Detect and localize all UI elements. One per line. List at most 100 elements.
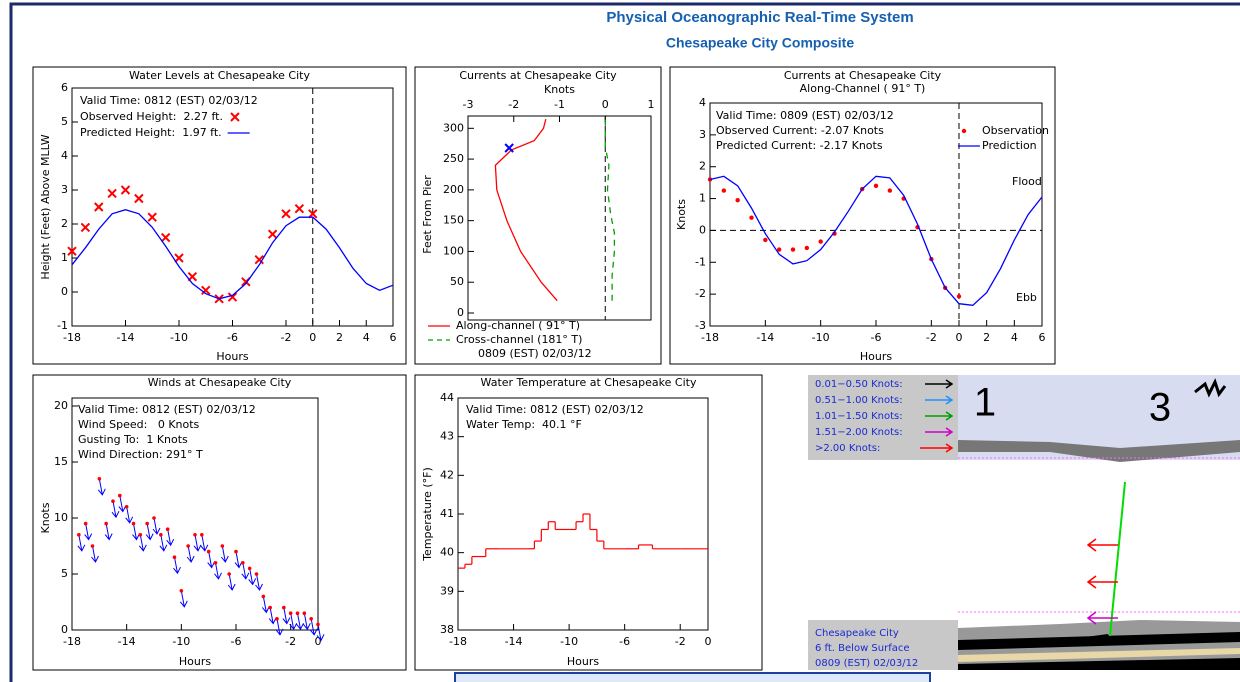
page-title: Physical Oceanographic Real-Time System: [606, 9, 913, 26]
wind-point: [227, 572, 231, 576]
x-tick-label: -3: [463, 98, 474, 111]
wind-point: [309, 617, 313, 621]
station-text: 0809 (EST) 02/03/12: [815, 658, 918, 669]
y-tick-label: 39: [440, 584, 454, 597]
y-tick-label: 0: [457, 306, 464, 319]
wind-point: [316, 623, 320, 627]
flow-panel: 1 3 Chesapeake City 6 ft. Below Surface …: [808, 375, 1240, 670]
y-axis-label: Knots: [39, 502, 52, 533]
x-tick-label: -10: [172, 635, 190, 648]
x-tick-label: -14: [117, 331, 135, 344]
chart-title: Currents at Chesapeake City: [459, 69, 617, 82]
wind-point: [159, 533, 163, 537]
x-tick-label: -10: [170, 331, 188, 344]
annotation: Water Temp: 40.1 °F: [466, 418, 582, 431]
y-tick-label: 200: [443, 183, 464, 196]
x-tick-label: -6: [227, 331, 238, 344]
data-point: [791, 247, 795, 251]
x-tick-label: 4: [1011, 331, 1018, 344]
wind-point: [91, 544, 95, 548]
wind-point: [84, 522, 88, 526]
x-tick-label: -14: [756, 331, 774, 344]
wind-point: [77, 533, 81, 537]
y-tick-label: -2: [695, 287, 706, 300]
chart-panel: Water Temperature at Chesapeake City Hour…: [415, 375, 762, 670]
wind-point: [139, 533, 143, 537]
legend-label: Observed Height: 2.27 ft.: [80, 110, 223, 123]
annotation: Valid Time: 0812 (EST) 02/03/12: [80, 94, 258, 107]
x-tick-label: 0: [705, 635, 712, 648]
x-tick-label: -10: [560, 635, 578, 648]
legend-label: 0.51−1.00 Knots:: [815, 395, 903, 406]
x-tick-label: 0: [309, 331, 316, 344]
wind-point: [118, 494, 122, 498]
x-tick-label: 2: [336, 331, 343, 344]
y-tick-label: 44: [440, 391, 454, 404]
bottom-box: [455, 673, 930, 682]
y-axis-label: Height (Feet) Above MLLW: [39, 134, 52, 279]
data-point: [722, 188, 726, 192]
x-tick-label: 0: [956, 331, 963, 344]
wind-point: [193, 533, 197, 537]
wind-point: [275, 617, 279, 621]
chart-panel: Water Levels at Chesapeake CityHoursHeig…: [33, 67, 406, 364]
annotation: Wind Direction: 291° T: [78, 448, 203, 461]
x-tick-label: -2: [281, 331, 292, 344]
y-tick-label: 5: [61, 567, 68, 580]
y-tick-label: 50: [450, 275, 464, 288]
legend-label: Predicted Height: 1.97 ft.: [80, 126, 222, 139]
wind-point: [145, 522, 149, 526]
x-tick-label: -6: [231, 635, 242, 648]
y-tick-label: 40: [440, 546, 454, 559]
y-tick-label: 15: [54, 455, 68, 468]
wind-point: [200, 533, 204, 537]
x-tick-label: -18: [63, 331, 81, 344]
wind-point: [173, 555, 177, 559]
y-tick-label: -3: [695, 319, 706, 332]
y-tick-label: 5: [61, 115, 68, 128]
data-point: [805, 246, 809, 250]
wind-point: [234, 550, 238, 554]
x-tick-label: 2: [983, 331, 990, 344]
x-tick-label: -6: [871, 331, 882, 344]
annotation: Valid Time: 0809 (EST) 02/03/12: [716, 109, 894, 122]
x-axis-label: Hours: [567, 655, 599, 668]
y-tick-label: -1: [695, 255, 706, 268]
y-tick-label: 42: [440, 468, 454, 481]
wind-point: [98, 477, 102, 481]
x-tick-label: 4: [363, 331, 370, 344]
chart-label: Ebb: [1016, 291, 1037, 304]
y-tick-label: 3: [61, 183, 68, 196]
wind-point: [289, 611, 293, 615]
wind-point: [214, 561, 218, 565]
annotation: Valid Time: 0812 (EST) 02/03/12: [78, 403, 256, 416]
x-tick-label: -2: [675, 635, 686, 648]
y-axis-label: Knots: [675, 199, 688, 230]
x-tick-label: -14: [505, 635, 523, 648]
annotation: Observed Current: -2.07 Knots: [716, 124, 884, 137]
x-tick-label: -18: [449, 635, 467, 648]
chart-label: Flood: [1012, 175, 1042, 188]
annotation: Valid Time: 0812 (EST) 02/03/12: [466, 403, 644, 416]
y-tick-label: 20: [54, 399, 68, 412]
y-tick-label: 41: [440, 507, 454, 520]
x-tick-label: -6: [619, 635, 630, 648]
chart-subtitle: Along-Channel ( 91° T): [800, 82, 926, 95]
wind-point: [241, 561, 245, 565]
chart-panel: Winds at Chesapeake CityHoursKnots-18-14…: [33, 375, 406, 670]
x-tick-label: -18: [701, 331, 719, 344]
x-tick-label: -18: [63, 635, 81, 648]
annotation: 0809 (EST) 02/03/12: [478, 347, 592, 360]
x-tick-label: 6: [390, 331, 397, 344]
data-point: [874, 184, 878, 188]
x-tick-label: -2: [508, 98, 519, 111]
wind-point: [125, 505, 129, 509]
legend-label: Prediction: [982, 139, 1037, 152]
chart-title: Water Temperature at Chesapeake City: [481, 376, 697, 389]
x-tick-label: -2: [285, 635, 296, 648]
y-tick-label: 250: [443, 152, 464, 165]
wind-point: [166, 527, 170, 531]
y-axis-label: Temperature (°F): [421, 467, 434, 562]
data-point: [735, 198, 739, 202]
y-tick-label: -1: [57, 319, 68, 332]
